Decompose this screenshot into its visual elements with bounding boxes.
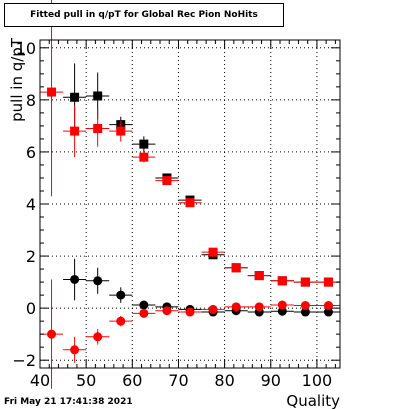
square-marker: [323, 277, 333, 287]
circle-marker: [300, 307, 310, 317]
data-series: [40, 0, 340, 389]
square-marker: [208, 247, 218, 257]
square-marker: [277, 276, 287, 286]
y-tick-label: −2: [12, 351, 36, 370]
circle-marker: [208, 304, 218, 314]
chart-title: Fitted pull in q/pT for Global Rec Pion …: [30, 10, 258, 20]
square-marker: [116, 126, 126, 136]
y-tick-label: 10: [16, 39, 36, 58]
y-axis-title: pull in q/pT: [8, 37, 26, 122]
series-0: [63, 63, 340, 287]
y-tick-label: 8: [26, 91, 36, 110]
grid-lines: [40, 40, 340, 368]
square-marker: [254, 271, 264, 281]
x-tick-label: 80: [214, 371, 234, 390]
circle-marker: [323, 301, 333, 311]
circle-marker: [162, 306, 172, 316]
circle-marker: [47, 329, 57, 339]
square-marker: [185, 198, 195, 208]
timestamp-footer: Fri May 21 17:41:38 2021: [4, 397, 133, 407]
circle-marker: [93, 332, 103, 342]
square-marker: [162, 176, 172, 186]
x-tick-label: 70: [168, 371, 188, 390]
axis-ticks: 40 50 60 70 80 90 100 −2 0 2 4 6 8 10: [12, 39, 340, 390]
square-marker: [139, 152, 149, 162]
x-tick-label: 60: [122, 371, 142, 390]
y-tick-label: 6: [26, 143, 36, 162]
circle-marker: [254, 302, 264, 312]
chart-title-box: Fitted pull in q/pT for Global Rec Pion …: [4, 3, 284, 27]
square-marker: [93, 91, 103, 101]
x-tick-label: 90: [261, 371, 281, 390]
square-marker: [47, 87, 57, 97]
x-axis-title: Quality: [286, 392, 340, 410]
circle-marker: [139, 300, 149, 310]
circle-marker: [70, 274, 80, 284]
square-marker: [70, 126, 80, 136]
series-1: [40, 0, 340, 287]
square-marker: [139, 139, 149, 149]
circle-marker: [139, 308, 149, 318]
square-marker: [231, 263, 241, 273]
y-tick-label: 0: [26, 299, 36, 318]
square-marker: [70, 92, 80, 102]
circle-marker: [70, 345, 80, 355]
series-3: [40, 279, 340, 389]
circle-marker: [116, 290, 126, 300]
circle-marker: [323, 307, 333, 317]
square-marker: [93, 124, 103, 134]
circle-marker: [185, 307, 195, 317]
circle-marker: [277, 300, 287, 310]
circle-marker: [116, 316, 126, 326]
circle-marker: [300, 301, 310, 311]
circle-marker: [277, 306, 287, 316]
x-tick-label: 40: [30, 371, 50, 390]
y-tick-label: 4: [26, 195, 36, 214]
square-marker: [300, 277, 310, 287]
y-tick-label: 2: [26, 247, 36, 266]
x-tick-label: 50: [76, 371, 96, 390]
circle-marker: [93, 276, 103, 286]
circle-marker: [231, 302, 241, 312]
x-tick-label: 100: [302, 371, 333, 390]
